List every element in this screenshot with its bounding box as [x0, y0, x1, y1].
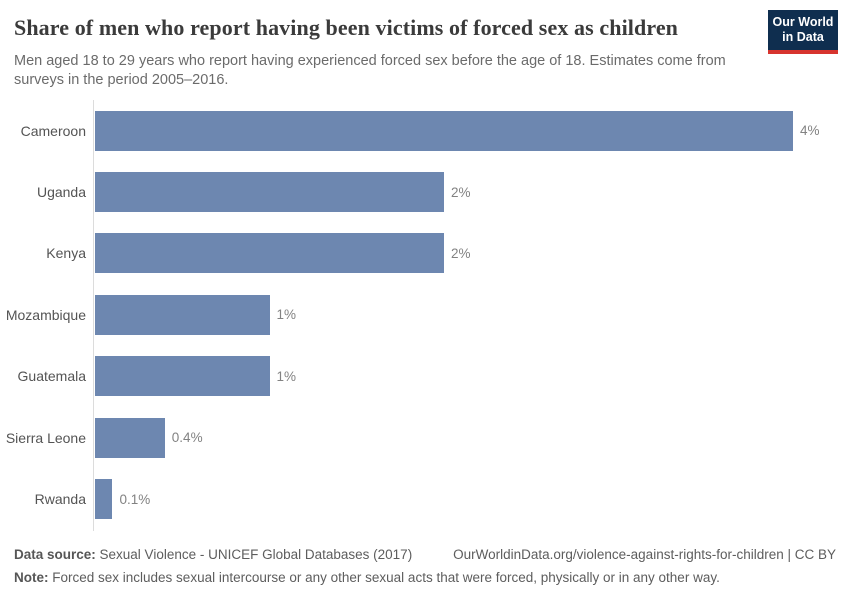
- page-title: Share of men who report having been vict…: [14, 15, 679, 40]
- bar[interactable]: [95, 294, 270, 335]
- value-label: 1%: [276, 307, 297, 323]
- owid-url-link[interactable]: OurWorldinData.org/violence-against-righ…: [453, 547, 836, 562]
- bar-row: Kenya 2%: [0, 223, 850, 284]
- y-axis-line: [93, 100, 94, 531]
- bar[interactable]: [95, 110, 793, 151]
- value-label: 4%: [800, 123, 820, 139]
- category-label: Rwanda: [34, 491, 86, 508]
- chart-footer: Data source: Sexual Violence - UNICEF Gl…: [14, 546, 836, 586]
- category-label: Sierra Leone: [5, 429, 86, 446]
- data-source-value: Sexual Violence - UNICEF Global Database…: [95, 547, 413, 562]
- note-label: Note:: [14, 570, 49, 585]
- bar-row: Cameroon 4%: [0, 100, 850, 161]
- bar-row: Uganda 2%: [0, 161, 850, 222]
- bar-row: Sierra Leone 0.4%: [0, 407, 850, 468]
- category-label: Mozambique: [5, 306, 86, 323]
- footer-source-line: Data source: Sexual Violence - UNICEF Gl…: [14, 546, 836, 563]
- category-label: Uganda: [36, 184, 86, 201]
- footer-note-line: Note: Forced sex includes sexual interco…: [14, 569, 836, 586]
- bar[interactable]: [95, 172, 444, 213]
- chart-rows: Cameroon 4% Uganda 2% Kenya 2% Mozambique 1% Gua…: [0, 100, 850, 530]
- owid-logo-line2: in Data: [782, 30, 824, 44]
- chart-subtitle: Men aged 18 to 29 years who report havin…: [14, 53, 726, 88]
- bar-row: Guatemala 1%: [0, 346, 850, 407]
- category-label: Cameroon: [20, 122, 86, 139]
- owid-logo-line1: Our World: [772, 15, 834, 29]
- bar[interactable]: [95, 233, 444, 274]
- category-label: Guatemala: [17, 368, 86, 385]
- value-label: 1%: [276, 368, 297, 384]
- value-label: 2%: [451, 184, 471, 200]
- bar-row: Rwanda 0.1%: [0, 468, 850, 529]
- bar-row: Mozambique 1%: [0, 284, 850, 345]
- bar[interactable]: [95, 479, 113, 520]
- note-text: Forced sex includes sexual intercourse o…: [48, 570, 720, 585]
- data-source-label: Data source:: [14, 547, 96, 562]
- owid-logo[interactable]: Our World in Data: [768, 10, 838, 54]
- value-label: 0.1%: [119, 491, 151, 507]
- data-source-text: Data source: Sexual Violence - UNICEF Gl…: [14, 546, 412, 563]
- category-label: Kenya: [46, 245, 86, 262]
- value-label: 0.4%: [171, 430, 203, 446]
- value-label: 2%: [451, 245, 471, 261]
- bar-chart: Cameroon 4% Uganda 2% Kenya 2% Mozambique 1% Gua…: [0, 100, 850, 532]
- bar[interactable]: [95, 356, 270, 397]
- bar[interactable]: [95, 417, 165, 458]
